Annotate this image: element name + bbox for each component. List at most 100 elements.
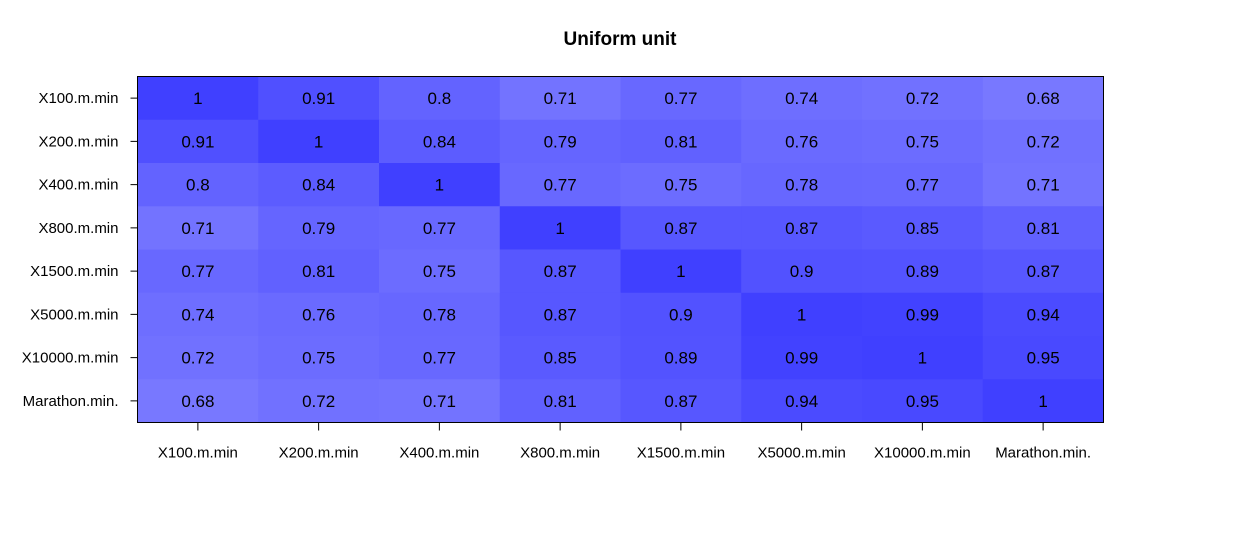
y-tick-label: X200.m.min <box>38 133 118 150</box>
cell-value-label: 0.77 <box>181 262 214 281</box>
heatmap-cell <box>741 76 863 121</box>
cell-value-label: 0.91 <box>302 89 335 108</box>
cell-value-label: 0.68 <box>1027 89 1060 108</box>
heatmap-cell <box>137 206 259 250</box>
cell-value-label: 1 <box>918 349 927 368</box>
heatmap-cell <box>620 76 742 121</box>
cell-value-label: 0.72 <box>302 392 335 411</box>
heatmap-cell <box>379 379 501 423</box>
cell-value-label: 0.71 <box>544 89 577 108</box>
cell-value-label: 0.77 <box>664 89 697 108</box>
heatmap-cell <box>982 163 1104 207</box>
cell-value-label: 0.77 <box>906 176 939 195</box>
cell-value-label: 0.81 <box>664 132 697 151</box>
heatmap-cell <box>258 292 380 337</box>
heatmap-cell <box>982 249 1104 294</box>
x-tick-label: X100.m.min <box>158 445 238 462</box>
cell-value-label: 0.84 <box>423 132 456 151</box>
cell-value-label: 0.94 <box>1027 305 1060 324</box>
y-tick-label: X10000.m.min <box>22 350 119 367</box>
cell-value-label: 0.87 <box>544 305 577 324</box>
heatmap-cell <box>258 163 380 207</box>
heatmap-cell <box>862 292 984 337</box>
heatmap-cell <box>137 163 259 207</box>
cell-value-label: 0.89 <box>906 262 939 281</box>
heatmap-cell <box>137 336 259 380</box>
x-axis: X100.m.min X200.m.min X400.m.min X800.m.min… <box>158 422 1091 462</box>
cell-value-label: 0.87 <box>544 262 577 281</box>
cell-value-label: 0.77 <box>544 176 577 195</box>
heatmap-cell <box>982 379 1104 423</box>
x-tick-label: X10000.m.min <box>874 445 971 462</box>
y-tick-label: Marathon.min. <box>23 393 119 410</box>
x-tick-label: X800.m.min <box>520 445 600 462</box>
cell-value-label: 0.84 <box>302 176 335 195</box>
cell-value-label: 0.81 <box>302 262 335 281</box>
heatmap-cell <box>741 379 863 423</box>
cell-value-label: 0.79 <box>544 132 577 151</box>
heatmap-cell <box>258 206 380 250</box>
heatmap-cell <box>379 292 501 337</box>
cell-value-label: 0.94 <box>785 392 818 411</box>
heatmap-cell <box>258 249 380 294</box>
heatmap-cell <box>982 206 1104 250</box>
cell-value-label: 0.87 <box>785 219 818 238</box>
heatmap-cell <box>499 336 621 380</box>
cell-value-label: 0.9 <box>790 262 814 281</box>
cell-value-label: 0.95 <box>1027 349 1060 368</box>
x-tick-label: X400.m.min <box>399 445 479 462</box>
heatmap-cell <box>379 249 501 294</box>
cell-value-label: 0.75 <box>302 349 335 368</box>
cell-value-label: 0.85 <box>544 349 577 368</box>
cell-value-label: 0.77 <box>423 349 456 368</box>
cell-value-label: 0.95 <box>906 392 939 411</box>
heatmap-cell <box>862 206 984 250</box>
heatmap-cell <box>862 336 984 380</box>
heatmap-cell <box>982 292 1104 337</box>
cell-value-label: 0.85 <box>906 219 939 238</box>
heatmap-cell <box>137 76 259 121</box>
heatmap-cell <box>379 336 501 380</box>
y-tick-label: X100.m.min <box>38 90 118 107</box>
cell-value-label: 0.99 <box>785 349 818 368</box>
cell-value-label: 0.72 <box>181 349 214 368</box>
cell-value-label: 0.89 <box>664 349 697 368</box>
cell-value-label: 0.71 <box>1027 176 1060 195</box>
y-tick-label: X5000.m.min <box>30 306 118 323</box>
cell-value-label: 0.71 <box>181 219 214 238</box>
cell-value-label: 0.87 <box>664 219 697 238</box>
heatmap-cell <box>379 206 501 250</box>
cell-value-label: 0.8 <box>428 89 452 108</box>
cell-value-label: 1 <box>1038 392 1047 411</box>
y-tick-label: X800.m.min <box>38 220 118 237</box>
heatmap-cell <box>620 379 742 423</box>
cell-value-label: 1 <box>676 262 685 281</box>
heatmap-cell <box>741 336 863 380</box>
cell-value-label: 0.68 <box>181 392 214 411</box>
heatmap-cell <box>620 336 742 380</box>
heatmap-cell <box>862 76 984 121</box>
cell-value-label: 0.78 <box>785 176 818 195</box>
cell-value-label: 0.79 <box>302 219 335 238</box>
heatmap-cell <box>499 292 621 337</box>
cell-value-label: 0.99 <box>906 305 939 324</box>
cell-value-label: 0.8 <box>186 176 210 195</box>
y-axis: X100.m.min X200.m.min X400.m.min X800.m.min… <box>22 90 138 410</box>
heatmap-cell <box>741 292 863 337</box>
heatmap-cell <box>620 249 742 294</box>
cell-value-label: 0.78 <box>423 305 456 324</box>
heatmap-cell <box>258 379 380 423</box>
y-tick-label: X400.m.min <box>38 177 118 194</box>
cell-value-label: 0.87 <box>1027 262 1060 281</box>
heatmap-cell <box>741 206 863 250</box>
cell-value-label: 0.81 <box>544 392 577 411</box>
cell-value-label: 0.91 <box>181 132 214 151</box>
cell-value-label: 1 <box>314 132 323 151</box>
heatmap-cell <box>982 336 1104 380</box>
heatmap-cell <box>499 206 621 250</box>
heatmap-cell <box>741 249 863 294</box>
x-tick-label: Marathon.min. <box>995 445 1091 462</box>
heatmap-cell <box>258 119 380 164</box>
cell-value-label: 0.72 <box>1027 132 1060 151</box>
